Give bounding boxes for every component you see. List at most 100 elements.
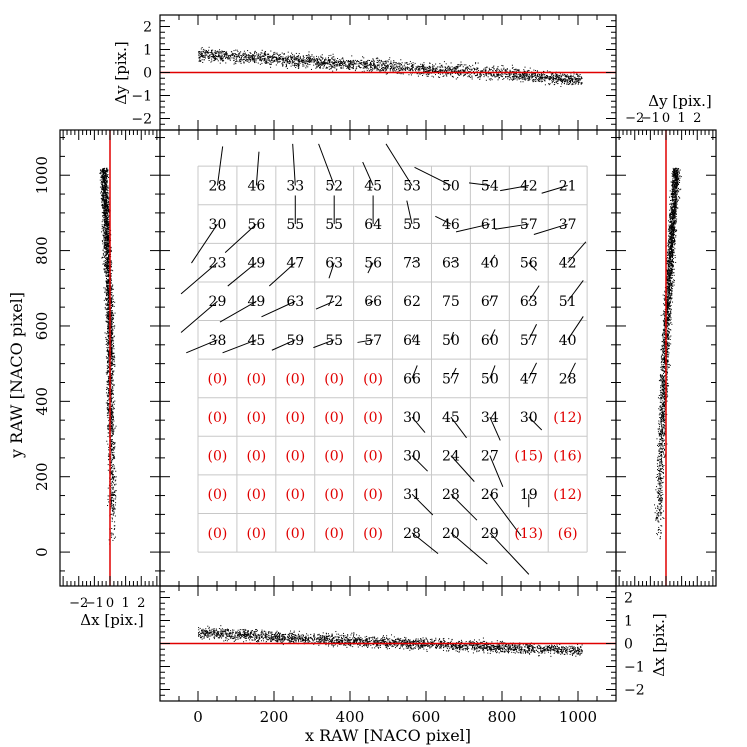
residual-point	[566, 80, 568, 82]
residual-point	[107, 432, 109, 434]
residual-point	[373, 60, 375, 62]
residual-point	[329, 59, 331, 61]
residual-point	[107, 250, 109, 252]
residual-point	[256, 57, 258, 59]
residual-point	[309, 64, 311, 66]
residual-point	[106, 303, 108, 305]
residual-point	[105, 192, 107, 194]
residual-point	[111, 473, 113, 475]
residual-point	[111, 419, 113, 421]
residual-point	[449, 68, 451, 70]
residual-point	[362, 56, 364, 58]
residual-point	[106, 370, 108, 372]
residual-point	[219, 55, 221, 57]
residual-point	[296, 65, 298, 67]
residual-point	[112, 358, 114, 360]
residual-point	[453, 68, 455, 70]
residual-point	[427, 69, 429, 71]
residual-point	[101, 184, 103, 186]
residual-point	[484, 70, 486, 72]
residual-point	[557, 75, 559, 77]
residual-point	[377, 69, 379, 71]
residual-point	[106, 178, 108, 180]
residual-point	[298, 53, 300, 55]
residual-point	[564, 83, 566, 85]
residual-point	[511, 79, 513, 81]
residual-point	[214, 58, 216, 60]
residual-point	[105, 304, 107, 306]
residual-point	[308, 51, 310, 53]
residual-point	[108, 285, 110, 287]
residual-point	[270, 63, 272, 65]
residual-point	[285, 56, 287, 58]
residual-point	[524, 72, 526, 74]
residual-point	[527, 77, 529, 79]
residual-point	[553, 84, 555, 86]
residual-point	[270, 50, 272, 52]
residual-point	[110, 340, 112, 342]
residual-point	[111, 448, 113, 450]
residual-point	[104, 251, 106, 253]
residual-point	[567, 81, 569, 83]
residual-point	[111, 363, 113, 365]
residual-point	[432, 65, 434, 67]
residual-point	[104, 270, 106, 272]
residual-point	[504, 73, 506, 75]
residual-point	[104, 184, 106, 186]
residual-point	[104, 246, 106, 248]
residual-point	[299, 56, 301, 58]
residual-point	[111, 412, 113, 414]
residual-point	[101, 180, 103, 182]
residual-point	[420, 72, 422, 74]
residual-point	[566, 79, 568, 81]
residual-point	[331, 57, 333, 59]
residual-point	[409, 69, 411, 71]
residual-point	[341, 62, 343, 64]
residual-point	[361, 59, 363, 61]
residual-point	[480, 75, 482, 77]
residual-point	[111, 360, 113, 362]
residual-point	[372, 64, 374, 66]
residual-point	[249, 56, 251, 58]
residual-point	[253, 59, 255, 61]
residual-point	[108, 243, 110, 245]
residual-point	[111, 334, 113, 336]
residual-point	[339, 63, 341, 65]
residual-point	[371, 60, 373, 62]
residual-point	[112, 510, 114, 512]
residual-point	[427, 67, 429, 69]
residual-point	[108, 355, 110, 357]
residual-point	[112, 364, 114, 366]
residual-point	[250, 57, 252, 59]
residual-point	[219, 49, 221, 51]
residual-point	[111, 433, 113, 435]
residual-point	[359, 61, 361, 63]
residual-point	[214, 52, 216, 54]
residual-point	[289, 59, 291, 61]
residual-point	[111, 398, 113, 400]
residual-point	[113, 507, 115, 509]
residual-point	[543, 77, 545, 79]
residual-point	[382, 69, 384, 71]
residual-point	[400, 67, 402, 69]
residual-point	[105, 202, 107, 204]
residual-point	[255, 59, 257, 61]
residual-point	[523, 75, 525, 77]
residual-point	[515, 68, 517, 70]
residual-point	[103, 211, 105, 213]
residual-point	[348, 67, 350, 69]
residual-point	[107, 307, 109, 309]
residual-point	[110, 351, 112, 353]
residual-point	[303, 61, 305, 63]
residual-point	[107, 291, 109, 293]
residual-point	[545, 76, 547, 78]
residual-point	[336, 64, 338, 66]
residual-point	[492, 70, 494, 72]
residual-point	[299, 60, 301, 62]
residual-point	[361, 61, 363, 63]
residual-point	[102, 263, 104, 265]
residual-point	[498, 74, 500, 76]
residual-point	[577, 74, 579, 76]
residual-point	[473, 72, 475, 74]
residual-point	[111, 329, 113, 331]
